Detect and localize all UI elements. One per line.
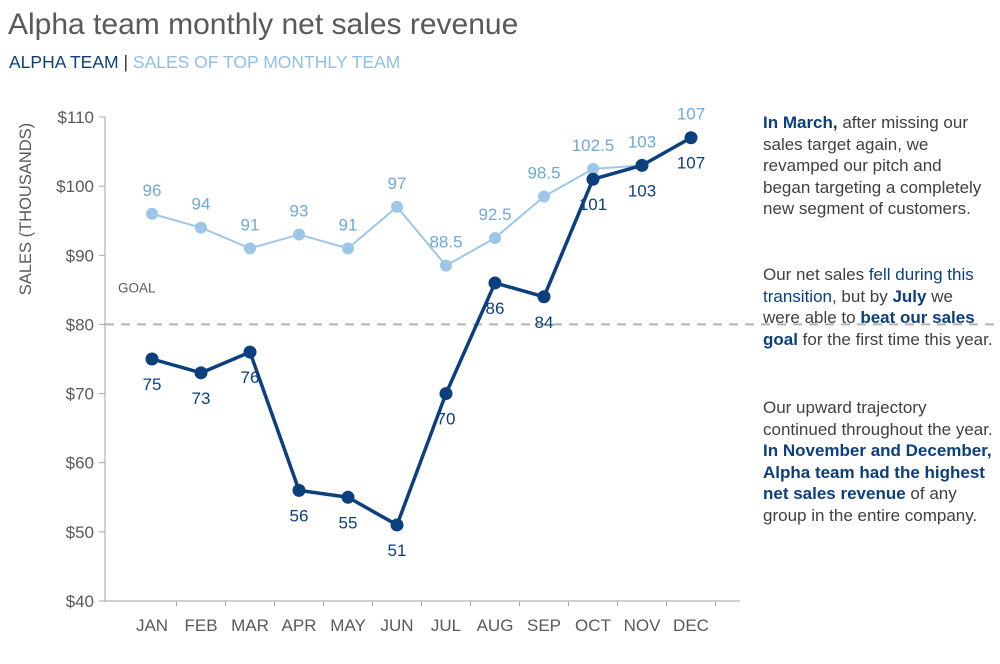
annotation-nov-dec-t2: of any group in the entire company. [763, 484, 978, 525]
top-team-point [244, 242, 256, 255]
alpha-team-point [635, 158, 649, 172]
alpha-team-data-label: 107 [677, 154, 705, 173]
alpha-team-data-label: 73 [192, 389, 211, 408]
annotation-july: Our net sales fell during this transitio… [763, 264, 993, 350]
alpha-team-data-label: 103 [628, 181, 656, 200]
y-tick-label: $80 [66, 315, 94, 334]
alpha-team-data-label: 75 [143, 375, 162, 394]
x-tick-label: MAY [330, 616, 366, 635]
alpha-team-data-label: 101 [579, 195, 607, 214]
top-team-point [440, 259, 452, 272]
y-axis-title: SALES (THOUSANDS) [17, 123, 35, 295]
alpha-team-point [488, 276, 502, 290]
top-team-point [293, 228, 305, 241]
top-team-point [587, 162, 599, 175]
alpha-team-data-label: 55 [339, 513, 358, 532]
y-tick-label: $100 [56, 177, 94, 196]
chart-axes: $40 $50 $60 $70 $80 $90 $100 $110 SALES (THOUSAN… [17, 108, 740, 635]
top-team-data-label: 107 [677, 105, 705, 124]
top-team-data-label: 94 [192, 195, 211, 214]
annotation-july-t2: , but by [831, 286, 893, 306]
x-tick-label: JUN [380, 616, 413, 635]
goal-group: GOAL [105, 280, 998, 326]
x-tick-label: OCT [575, 616, 611, 635]
alpha-team-data-label: 56 [290, 506, 309, 525]
annotation-march-text: after missing our sales target again, we… [763, 113, 982, 219]
annotation-july-t3: we were able to [763, 286, 953, 328]
top-team-data-label: 91 [339, 215, 358, 234]
annotation-july-bold-goal: beat our sales goal [763, 308, 975, 349]
y-tick-label: $50 [66, 523, 94, 542]
top-team-data-label: 91 [241, 215, 260, 234]
top-team-data-label: 97 [388, 174, 407, 193]
annotation-july-highlight: fell during this transition [763, 265, 974, 306]
x-tick-label: JUL [431, 616, 461, 635]
annotation-nov-dec-t1: Our upward trajectory continued througho… [763, 398, 993, 439]
x-tick-label: AUG [477, 616, 514, 635]
annotation-nov-dec: Our upward trajectory continued througho… [763, 397, 993, 527]
alpha-team-line [151, 136, 692, 527]
top-team-data-label: 98.5 [527, 164, 560, 183]
alpha-team-data-label: 86 [486, 299, 505, 318]
alpha-team-point [390, 518, 404, 532]
series-top-team [146, 131, 697, 272]
annotation-july-t4: for the first time this year. [797, 329, 993, 349]
x-tick-label: FEB [184, 616, 217, 635]
top-team-point [146, 207, 158, 220]
top-team-point [195, 221, 207, 234]
subtitle-separator: | [123, 52, 129, 72]
annotation-march-bold: In March, [763, 113, 838, 132]
series-alpha-team [145, 131, 698, 532]
top-team-point [489, 232, 501, 244]
alpha-team-data-label: 84 [535, 313, 554, 332]
top-team-data-label: 88.5 [429, 233, 462, 252]
alpha-team-point [537, 290, 551, 304]
x-tick-label: MAR [231, 616, 269, 635]
data-labels: 96 94 91 93 91 97 88.5 92.5 98.5 102.5 103 107 75 73 7… [143, 105, 706, 560]
alpha-team-point [292, 483, 306, 497]
x-tick-label: DEC [673, 616, 709, 635]
x-tick-label: APR [282, 616, 317, 635]
x-tick-label: NOV [624, 616, 662, 635]
x-tick-label: JAN [136, 616, 168, 635]
alpha-team-data-label: 76 [241, 368, 260, 387]
annotation-march: In March, after missing our sales target… [763, 112, 993, 220]
alpha-team-point [243, 345, 257, 359]
top-team-point [342, 242, 354, 255]
annotation-nov-dec-bold: In November and December, Alpha team had… [763, 441, 992, 504]
y-tick-label: $110 [57, 108, 94, 127]
y-tick-label: $70 [66, 385, 94, 404]
top-team-point [391, 200, 403, 213]
goal-label: GOAL [118, 280, 156, 295]
y-tick-label: $60 [66, 454, 94, 473]
alpha-team-data-label: 70 [437, 410, 456, 429]
alpha-team-point [341, 490, 355, 504]
top-team-data-label: 96 [143, 181, 162, 200]
y-tick-label: $90 [66, 246, 94, 265]
alpha-team-point [194, 366, 208, 380]
alpha-team-point [145, 352, 159, 366]
annotation-july-t1: Our net sales [763, 265, 869, 284]
top-team-data-label: 92.5 [478, 205, 511, 224]
top-team-data-label: 102.5 [572, 136, 615, 155]
chart-title: Alpha team monthly net sales revenue [8, 8, 519, 41]
top-team-line [151, 136, 692, 267]
alpha-team-data-label: 51 [388, 541, 407, 560]
subtitle-alpha-team: ALPHA TEAM [9, 52, 119, 72]
subtitle-top-team: SALES OF TOP MONTHLY TEAM [132, 52, 401, 72]
top-team-data-label: 93 [290, 202, 309, 221]
top-team-point [538, 190, 550, 203]
annotation-july-bold-month: July [892, 286, 927, 306]
x-tick-label: SEP [527, 616, 561, 635]
chart-subtitle: ALPHA TEAM | SALES OF TOP MONTHLY TEAM [9, 52, 400, 73]
alpha-team-point [684, 131, 698, 145]
alpha-team-point [439, 387, 453, 401]
alpha-team-point [586, 172, 600, 186]
y-tick-label: $40 [66, 592, 94, 611]
top-team-data-label: 103 [628, 132, 656, 151]
